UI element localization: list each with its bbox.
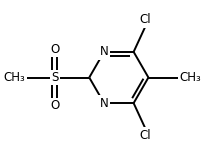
Text: S: S [51, 71, 59, 84]
Text: Cl: Cl [139, 129, 151, 142]
Text: CH₃: CH₃ [4, 71, 25, 84]
Text: N: N [100, 97, 108, 110]
Text: CH₃: CH₃ [179, 71, 201, 84]
Text: Cl: Cl [139, 13, 151, 26]
Text: O: O [50, 43, 60, 55]
Text: O: O [50, 100, 60, 112]
Text: N: N [100, 45, 108, 58]
